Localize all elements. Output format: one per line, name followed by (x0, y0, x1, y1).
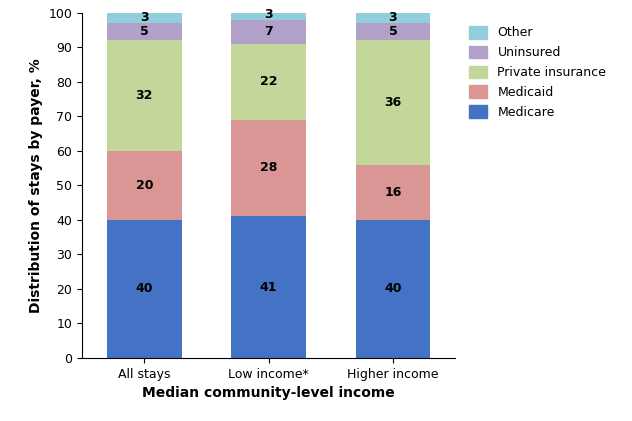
Bar (107, 151, 181, 220)
Bar (107, 220, 181, 358)
Bar (107, 13, 181, 23)
Text: 32: 32 (136, 89, 153, 102)
Y-axis label: Distribution of stays by payer, %: Distribution of stays by payer, % (29, 58, 43, 313)
Text: 3: 3 (140, 11, 149, 24)
Bar (231, 44, 306, 120)
Text: 7: 7 (264, 25, 273, 38)
Text: 5: 5 (140, 25, 149, 38)
Text: 28: 28 (260, 162, 277, 174)
Text: 41: 41 (260, 280, 277, 293)
Text: 5: 5 (389, 25, 398, 38)
Bar (231, 216, 306, 358)
Bar (356, 165, 430, 220)
Bar (231, 9, 306, 19)
Text: 22: 22 (260, 75, 277, 88)
Text: 3: 3 (264, 8, 273, 21)
Text: 16: 16 (384, 186, 401, 199)
Legend: Other, Uninsured, Private insurance, Medicaid, Medicare: Other, Uninsured, Private insurance, Med… (469, 26, 606, 119)
Text: 40: 40 (135, 282, 153, 295)
Bar (356, 23, 430, 40)
Text: 40: 40 (384, 282, 402, 295)
Bar (356, 13, 430, 23)
Text: 36: 36 (384, 96, 401, 109)
X-axis label: Median community-level income: Median community-level income (142, 386, 395, 400)
Bar (356, 40, 430, 165)
Text: 20: 20 (135, 179, 153, 192)
Text: 3: 3 (389, 11, 397, 24)
Bar (231, 19, 306, 44)
Bar (356, 220, 430, 358)
Bar (107, 23, 181, 40)
Bar (231, 120, 306, 216)
Bar (107, 40, 181, 151)
